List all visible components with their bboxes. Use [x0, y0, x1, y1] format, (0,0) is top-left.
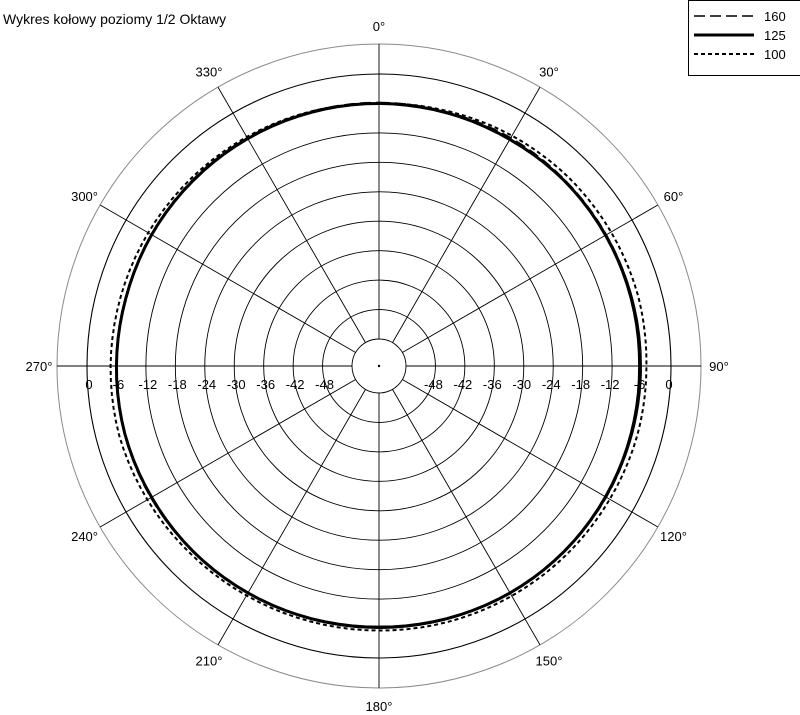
r-label-left-6: -36: [256, 377, 275, 392]
r-label-left-2: -12: [138, 377, 157, 392]
angle-label-240: 240°: [71, 529, 98, 544]
series-group: [109, 101, 648, 632]
polar-grid: [56, 43, 702, 689]
legend-box: [688, 0, 800, 76]
legend-label-100: 100: [764, 47, 786, 62]
series-line-125: [114, 101, 642, 629]
r-label-left-0: 0: [85, 377, 92, 392]
angle-label-30: 30°: [539, 65, 559, 80]
grid-ring-0: [86, 73, 672, 659]
r-label-left-3: -18: [168, 377, 187, 392]
angle-tick-labels: 0° 30° 60° 90° 120° 150° 180° 210° 240° 270° 300° 3…: [26, 19, 729, 714]
legend: 160 125 100: [688, 0, 800, 76]
r-label-right-0: -48: [424, 377, 443, 392]
grid-ring--12: [145, 132, 613, 600]
r-label-right-8: 0: [665, 377, 672, 392]
grid-ring--24: [204, 191, 554, 541]
chart-title: Wykres kołowy poziomy 1/2 Oktawy: [3, 11, 226, 27]
r-label-right-6: -12: [601, 377, 620, 392]
r-label-left-5: -30: [227, 377, 246, 392]
legend-label-125: 125: [764, 28, 786, 43]
r-label-right-5: -18: [571, 377, 590, 392]
grid-ring--48: [322, 309, 436, 423]
center-dot: [377, 364, 381, 368]
angle-label-300: 300°: [71, 189, 98, 204]
grid-ring--36: [263, 250, 495, 482]
angle-label-90: 90°: [709, 359, 729, 374]
legend-label-160: 160: [764, 9, 786, 24]
angle-label-0: 0°: [373, 19, 385, 34]
angle-label-210: 210°: [196, 653, 223, 668]
r-label-left-7: -42: [286, 377, 305, 392]
angle-label-330: 330°: [196, 65, 223, 80]
r-label-right-4: -24: [542, 377, 561, 392]
angle-label-270: 270°: [26, 359, 53, 374]
r-label-left-4: -24: [197, 377, 216, 392]
r-label-left-8: -48: [315, 377, 334, 392]
series-line-100: [109, 102, 648, 632]
grid-ring--42: [292, 279, 466, 453]
r-label-right-3: -30: [512, 377, 531, 392]
grid-ring--18: [174, 161, 584, 571]
r-label-right-1: -42: [453, 377, 472, 392]
r-label-right-2: -36: [483, 377, 502, 392]
angle-label-150: 150°: [536, 653, 563, 668]
angle-label-180: 180°: [366, 699, 393, 714]
angle-label-120: 120°: [660, 529, 687, 544]
angle-label-60: 60°: [664, 189, 684, 204]
grid-ring--30: [233, 220, 525, 512]
